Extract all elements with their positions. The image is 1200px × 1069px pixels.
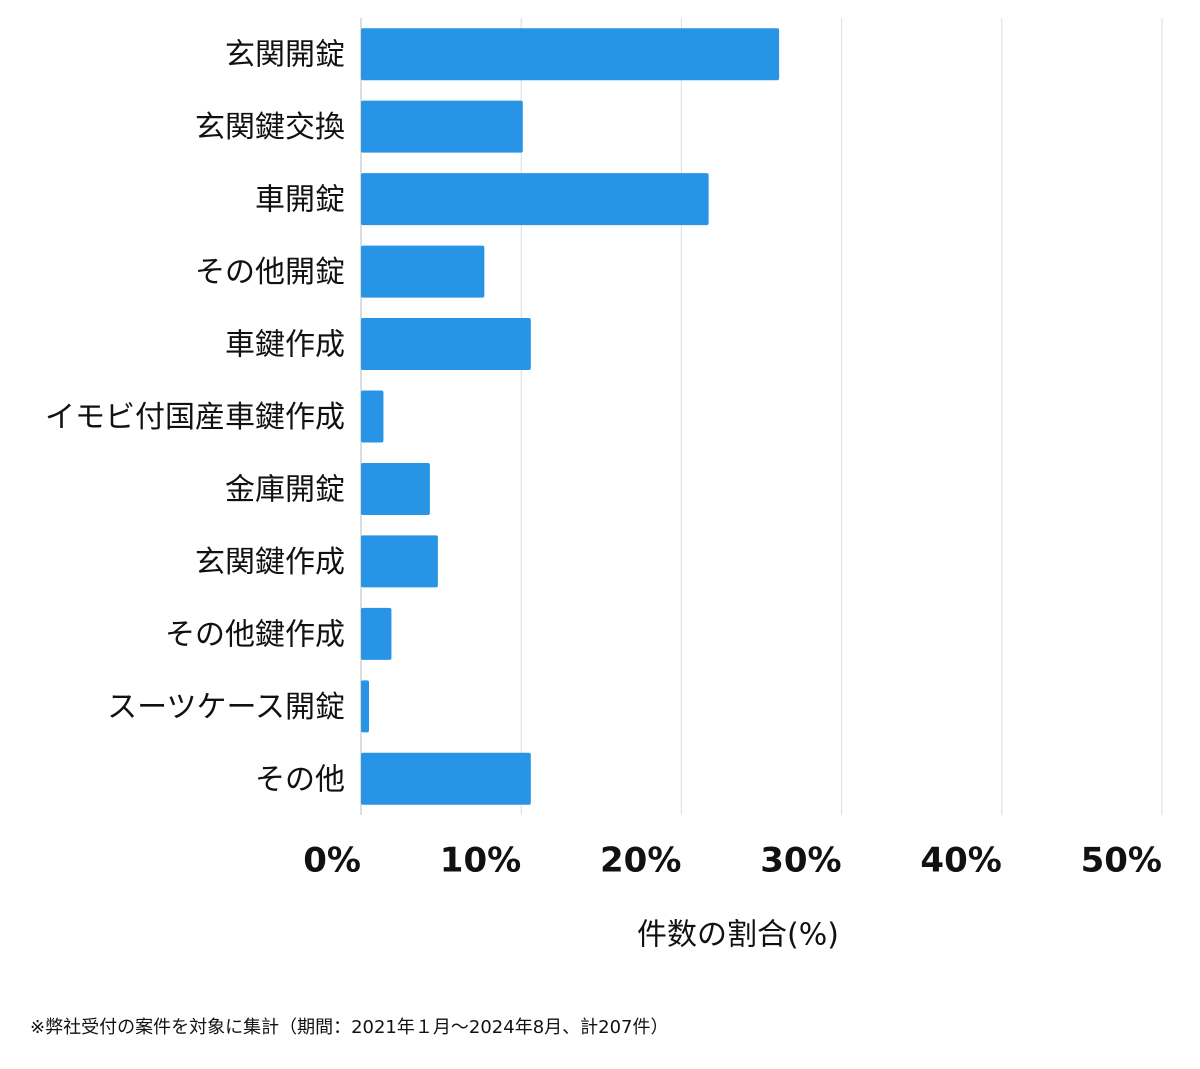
bar (361, 462, 430, 515)
y-tick-label: その他 (255, 762, 345, 797)
y-tick-label: イモビ付国産車鍵作成 (45, 400, 345, 435)
y-tick-label: その他鍵作成 (165, 617, 345, 652)
bar (361, 607, 392, 660)
y-tick-label: 金庫開錠 (225, 472, 345, 507)
y-tick-label: 車鍵作成 (225, 328, 345, 363)
x-tick-label: 20% (600, 841, 681, 881)
x-tick-label: 50% (1081, 841, 1162, 881)
bar (361, 173, 709, 226)
bar (361, 245, 485, 298)
bar (361, 752, 531, 805)
bar (361, 535, 438, 588)
y-tick-label: 車開錠 (255, 183, 345, 218)
x-tick-label: 40% (920, 841, 1001, 881)
bar (361, 100, 523, 153)
bar (361, 318, 531, 371)
y-tick-label: その他開錠 (195, 255, 345, 290)
x-tick-label: 0% (303, 841, 361, 881)
x-axis-title: 件数の割合(%) (637, 918, 839, 953)
y-tick-label: 玄関鍵交換 (195, 110, 345, 145)
x-tick-label: 30% (760, 841, 841, 881)
y-tick-label: スーツケース開錠 (107, 690, 345, 725)
bar (361, 28, 780, 81)
bar (361, 680, 370, 733)
bar (361, 390, 384, 443)
y-tick-label: 玄関開錠 (225, 38, 345, 73)
y-tick-label: 玄関鍵作成 (195, 545, 345, 580)
x-tick-label: 10% (440, 841, 521, 881)
footnote: ※弊社受付の案件を対象に集計（期間：2021年１月〜2024年8月、計207件） (30, 1017, 669, 1038)
